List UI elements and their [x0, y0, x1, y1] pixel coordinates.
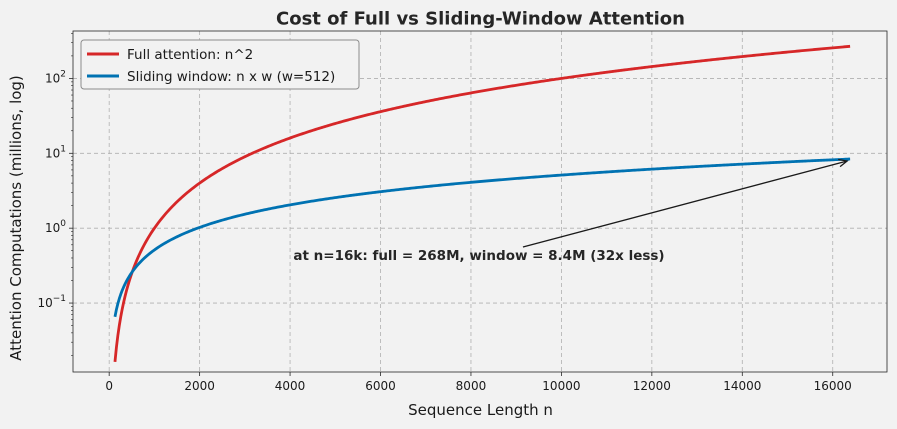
x-tick-label: 2000 [184, 379, 215, 393]
x-tick-label: 4000 [275, 379, 306, 393]
annotation-text: at n=16k: full = 268M, window = 8.4M (32… [293, 248, 664, 264]
y-tick-label: 101 [45, 144, 66, 160]
x-tick-label: 8000 [456, 379, 487, 393]
plot-frame [72, 30, 888, 373]
x-axis-ticks: 0 2000 4000 6000 8000 10000 12000 14000 16000 [105, 372, 852, 393]
y-tick-label: 102 [45, 69, 66, 85]
x-axis-label: Sequence Length n [408, 401, 553, 419]
chart-title: Cost of Full vs Sliding-Window Attention [276, 9, 685, 30]
annotation-arrow [522, 160, 848, 248]
y-axis-ticks: 10−1 100 101 102 [37, 33, 73, 356]
annotation: at n=16k: full = 268M, window = 8.4M (32… [293, 158, 849, 264]
x-tick-label: 12000 [633, 379, 671, 393]
series-layer [113, 44, 851, 363]
y-tick-label: 10−1 [37, 294, 66, 310]
x-tick-label: 14000 [723, 379, 761, 393]
x-tick-label: 6000 [365, 379, 396, 393]
y-tick-label: 100 [45, 219, 66, 235]
legend-box [80, 39, 360, 90]
legend-label-full-attention: Full attention: n^2 [127, 47, 253, 63]
x-tick-label: 0 [105, 379, 113, 393]
legend: Full attention: n^2 Sliding window: n x … [80, 39, 360, 90]
y-axis-label: Attention Computations (millions, log) [7, 75, 25, 361]
grid-lines [73, 31, 887, 372]
x-tick-label: 16000 [814, 379, 852, 393]
annotation-arrowhead [838, 158, 849, 168]
series-line-1 [113, 157, 851, 318]
x-tick-label: 10000 [542, 379, 580, 393]
legend-label-sliding-window: Sliding window: n x w (w=512) [127, 69, 335, 85]
series-line-0 [113, 44, 851, 363]
